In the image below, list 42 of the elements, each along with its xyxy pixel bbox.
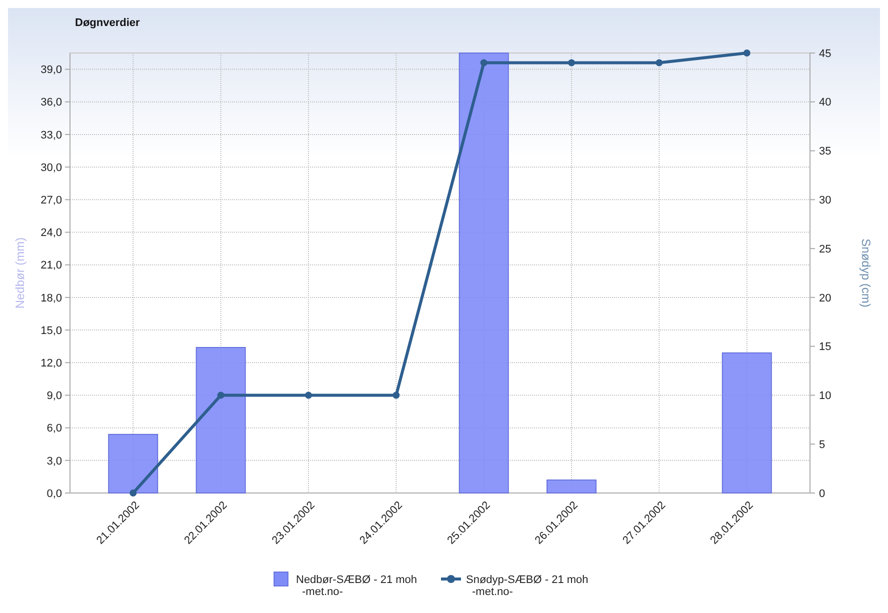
bar [546,480,596,494]
y2-tick-label: 0 [819,488,826,500]
y-tick-label: 3,0 [46,455,62,468]
y2-tick-label: 30 [819,194,832,207]
chart-title: Døgnverdier [75,17,141,29]
point [304,392,312,399]
point [568,59,576,66]
y-tick-label: 18,0 [40,292,62,304]
y-tick-label: 9,0 [46,390,62,402]
y-tick-label: 33,0 [40,129,62,142]
y-tick-label: 36,0 [40,96,62,109]
y-tick-label: 0,0 [46,488,62,500]
y-tick-label: 12,0 [40,357,62,370]
bar [108,434,158,494]
y2-axis-title: Snødyp (cm) [859,238,873,308]
y2-tick-label: 15 [819,341,832,354]
y2-tick-label: 25 [819,243,832,256]
y2-tick-label: 10 [819,390,832,402]
y2-tick-label: 20 [819,292,832,304]
legend-label: Nedbør-SÆBØ - 21 moh -met.no- [296,574,418,598]
y-tick-label: 15,0 [40,324,62,337]
point [130,490,137,496]
y2-tick-label: 35 [819,146,832,158]
y2-tick-label: 5 [819,438,826,451]
bar [196,347,246,494]
y-tick-label: 39,0 [40,64,62,76]
bar [722,352,772,494]
y-tick-label: 27,0 [40,194,62,207]
legend-label: Snødyp-SÆBØ - 21 moh -met.no- [466,574,588,598]
point [392,392,400,399]
y-tick-label: 24,0 [40,227,62,240]
y2-tick-label: 45 [819,48,832,60]
y-axis-title: Nedbør (mm) [13,237,27,309]
point [656,59,663,66]
y-tick-label: 30,0 [40,162,62,174]
point [217,392,224,399]
y2-tick-label: 40 [819,96,832,109]
point [743,50,750,56]
point [480,59,488,66]
y-tick-label: 21,0 [40,260,62,272]
bar [458,52,509,494]
y-tick-label: 6,0 [46,422,62,435]
